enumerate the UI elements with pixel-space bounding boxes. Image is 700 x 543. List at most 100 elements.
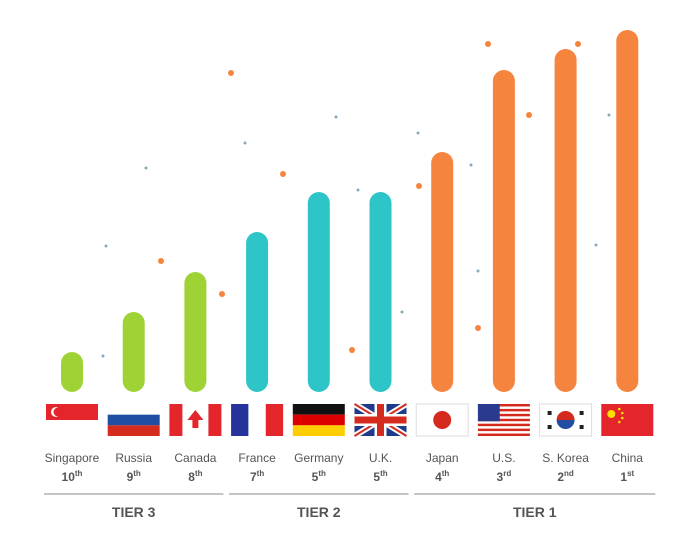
flag xyxy=(169,404,222,436)
flag-part xyxy=(292,425,345,436)
rank-label: 7th xyxy=(250,469,264,484)
country-label: U.S. xyxy=(492,451,515,465)
flag xyxy=(231,404,284,436)
bar xyxy=(246,232,269,392)
flag-part xyxy=(46,420,98,436)
flag-part xyxy=(107,414,160,426)
rank-suffix: rd xyxy=(503,469,511,478)
bar xyxy=(431,152,454,392)
country-label: S. Korea xyxy=(542,451,589,465)
flag xyxy=(46,404,98,436)
flag-part xyxy=(579,411,584,415)
flag-part xyxy=(621,416,624,420)
tier-label: TIER 3 xyxy=(112,504,156,520)
flag-part xyxy=(53,407,63,417)
flag-part xyxy=(579,425,584,429)
rank-label: 5th xyxy=(373,469,387,484)
rank-number: 8 xyxy=(188,470,195,484)
flag-part xyxy=(618,407,621,411)
bar xyxy=(184,272,207,392)
decor-dots-small xyxy=(101,113,611,358)
rank-suffix: th xyxy=(133,469,141,478)
flag-part xyxy=(621,411,624,415)
flag-part xyxy=(556,420,575,429)
decor-dots xyxy=(158,41,581,353)
bar xyxy=(492,70,515,392)
flag-part xyxy=(477,408,530,412)
flag-part xyxy=(477,428,530,432)
flag-part xyxy=(547,411,552,415)
flag xyxy=(601,404,654,436)
bar xyxy=(61,352,83,392)
flag-part xyxy=(477,404,500,422)
flag-part xyxy=(433,411,452,429)
flag-part xyxy=(265,404,284,436)
flag xyxy=(352,401,409,439)
country-label: Russia xyxy=(115,451,152,465)
flag-part xyxy=(248,404,266,436)
flag-part xyxy=(477,433,530,436)
rank-number: 10 xyxy=(62,470,76,484)
flag-part xyxy=(477,418,530,422)
rank-label: 5th xyxy=(312,469,326,484)
rank-number: 5 xyxy=(373,470,380,484)
flag-part xyxy=(477,413,530,417)
country-label: Singapore xyxy=(45,451,100,465)
rank-suffix: th xyxy=(75,469,83,478)
rank-suffix: nd xyxy=(564,469,574,478)
flag-part xyxy=(354,416,407,424)
flag-part xyxy=(477,423,530,427)
flag-part xyxy=(601,404,654,436)
rank-label: 2nd xyxy=(557,469,574,484)
flag-part xyxy=(292,404,345,415)
country-label: Germany xyxy=(294,451,343,465)
rank-label: 1st xyxy=(620,469,634,484)
bar xyxy=(122,312,145,392)
rank-suffix: th xyxy=(380,469,388,478)
flag-part xyxy=(107,425,160,436)
rank-label: 4th xyxy=(435,469,449,484)
flag xyxy=(292,404,345,436)
rank-number: 7 xyxy=(250,470,257,484)
country-label: Japan xyxy=(426,451,459,465)
rank-number: 9 xyxy=(127,470,134,484)
rank-number: 3 xyxy=(497,470,504,484)
flag-part xyxy=(607,410,616,418)
rank-label: 3rd xyxy=(497,469,512,484)
flag xyxy=(415,403,469,437)
rank-suffix: th xyxy=(442,469,450,478)
flag-part xyxy=(187,410,204,428)
bar xyxy=(554,49,577,392)
rank-suffix: st xyxy=(627,469,634,478)
flag xyxy=(539,403,593,437)
flag-part xyxy=(292,414,345,426)
flag-part xyxy=(107,404,160,415)
flag-part xyxy=(231,404,249,436)
rank-number: 4 xyxy=(435,470,442,484)
country-label: U.K. xyxy=(369,451,392,465)
rank-suffix: th xyxy=(257,469,265,478)
tier-label: TIER 2 xyxy=(297,504,341,520)
rank-number: 2 xyxy=(557,470,564,484)
flag xyxy=(107,404,160,436)
country-label: China xyxy=(612,451,644,465)
flag-part xyxy=(477,404,530,407)
rank-suffix: th xyxy=(195,469,203,478)
flag-part xyxy=(208,404,222,436)
rank-label: 10th xyxy=(62,469,83,484)
country-label: Canada xyxy=(174,451,216,465)
flag-part xyxy=(618,420,621,424)
flag-part xyxy=(547,425,552,429)
tier-label: TIER 1 xyxy=(513,504,557,520)
rank-label: 9th xyxy=(127,469,141,484)
rank-number: 5 xyxy=(312,470,319,484)
bar xyxy=(369,192,392,392)
flag-part xyxy=(556,411,575,420)
flag xyxy=(477,404,530,436)
flag-part xyxy=(169,404,183,436)
country-label: France xyxy=(238,451,276,465)
bar xyxy=(616,30,639,392)
rank-label: 8th xyxy=(188,469,202,484)
